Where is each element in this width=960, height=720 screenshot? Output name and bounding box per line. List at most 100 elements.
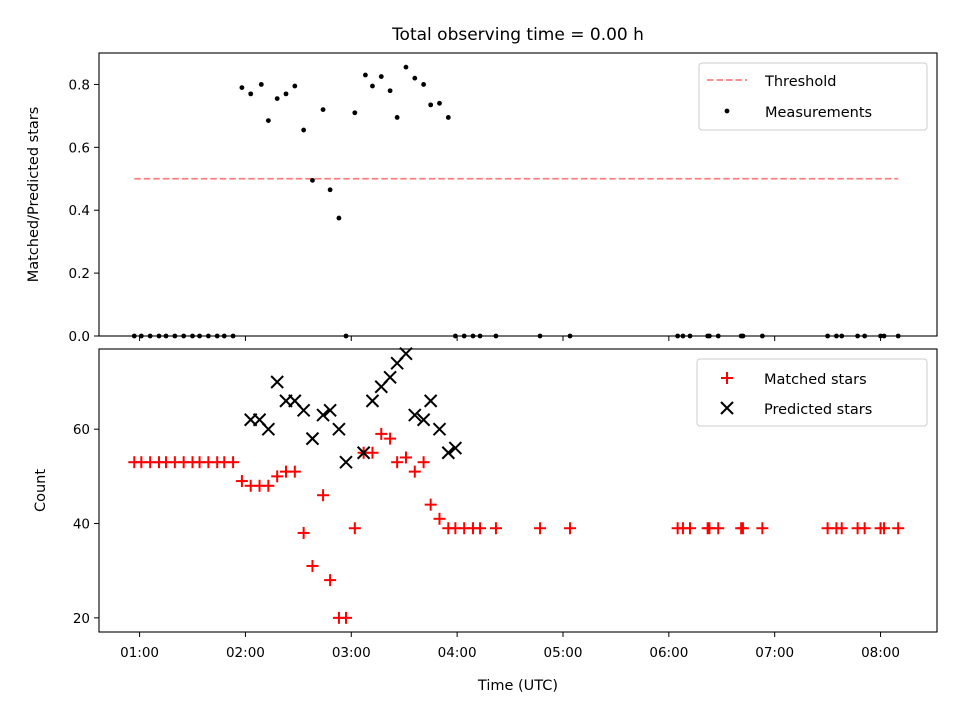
matched-star-point (384, 432, 397, 445)
measurement-point (362, 72, 368, 78)
legend-threshold-label: Threshold (764, 74, 836, 90)
count-panel-frame (98, 348, 938, 633)
predicted-star-point (316, 408, 330, 422)
matched-star-point (684, 522, 697, 535)
count-x-tick-label: 04:00 (438, 645, 477, 661)
matched-star-point (324, 574, 337, 587)
legend-matched-swatch (721, 372, 733, 384)
predicted-star-point (261, 422, 276, 436)
matched-star-point (892, 522, 905, 535)
legend-measurements-label: Measurements (765, 105, 872, 121)
predicted-star-point (365, 394, 380, 408)
ratio-y-tick-label: 0.0 (69, 329, 90, 345)
predicted-star-point (383, 370, 397, 385)
measurement-point (292, 83, 298, 89)
measurement-point (352, 110, 358, 116)
matched-star-point (375, 427, 388, 440)
count-x-tick-label: 01:00 (120, 645, 159, 661)
ratio-legend-box (698, 62, 928, 131)
measurement-point (394, 115, 400, 120)
matched-star-point (339, 611, 352, 624)
matched-star-point (835, 522, 848, 535)
measurement-point (428, 102, 434, 108)
predicted-star-point (432, 422, 447, 436)
matched-star-point (878, 522, 891, 535)
measurement-point (283, 91, 289, 97)
chart-title: Total observing time = 0.00 h (391, 25, 644, 45)
count-x-ticks: 01:00 02:00 03:00 04:00 05:00 06:00 07:00 08:00 (120, 632, 900, 661)
matched-star-point (756, 522, 769, 535)
ratio-y-tick-label: 0.6 (69, 140, 90, 156)
measurement-point (412, 75, 418, 81)
measurement-point (320, 107, 326, 112)
count-x-tick-label: 03:00 (332, 645, 371, 661)
matched-star-point (858, 522, 871, 535)
measurement-point (301, 127, 307, 133)
matched-star-point (399, 451, 412, 464)
matched-star-point (262, 479, 275, 492)
predicted-star-point (423, 394, 438, 408)
matched-star-point (366, 446, 379, 459)
count-x-tick-label: 08:00 (861, 645, 900, 661)
ratio-panel-frame (98, 52, 938, 337)
measurement-point (265, 118, 271, 124)
measurement-point (310, 177, 315, 183)
ratio-y-ticks: 0.0 0.2 0.4 0.6 0.8 (69, 77, 99, 345)
measurement-point (403, 64, 409, 70)
measurement-point (387, 88, 393, 94)
matched-star-point (227, 456, 240, 469)
predicted-star-point (270, 375, 284, 389)
legend-measurements-swatch (724, 108, 730, 114)
measurement-point (370, 83, 375, 89)
legend-predicted-label: Predicted stars (764, 402, 872, 418)
matched-star-point (391, 456, 404, 469)
matched-star-point (408, 465, 421, 478)
predicted-star-point (323, 403, 337, 418)
measurement-point (239, 85, 245, 90)
matched-star-point (317, 489, 330, 502)
measurement-point (327, 187, 333, 193)
measurement-point (421, 82, 427, 87)
x-axis-label: Time (UTC) (477, 678, 558, 694)
legend-matched-label: Matched stars (764, 372, 867, 388)
count-y-tick-label: 20 (73, 611, 90, 627)
predicted-star-point (408, 408, 422, 422)
count-legend: Matched stars Predicted stars (696, 358, 928, 427)
count-legend-box (696, 358, 928, 427)
ratio-x-ticks (139, 336, 882, 341)
matched-star-point (348, 522, 361, 535)
predicted-star-point (305, 431, 320, 446)
predicted-star-point (441, 446, 456, 460)
matched-star-point (235, 475, 248, 488)
matched-star-point (712, 522, 725, 535)
count-y-tick-label: 60 (73, 422, 90, 438)
measurement-point (248, 91, 254, 97)
matched-star-point (297, 526, 310, 539)
matched-star-point (433, 512, 446, 525)
predicted-star-point (296, 403, 311, 418)
matched-star-point (417, 456, 430, 469)
predicted-star-point (399, 347, 413, 361)
count-x-tick-label: 05:00 (544, 645, 583, 661)
count-x-tick-label: 07:00 (755, 645, 794, 661)
measurement-point (336, 215, 342, 221)
predicted-star-point (332, 422, 346, 436)
matched-star-point (564, 522, 577, 535)
ratio-y-axis-label: Matched/Predicted stars (26, 107, 42, 283)
matched-star-point (474, 522, 487, 535)
matched-star-point (736, 522, 749, 535)
count-y-ticks: 20 40 60 (73, 422, 99, 627)
predicted-star-point (416, 413, 431, 427)
matched-star-point (424, 498, 437, 511)
matched-star-point (271, 470, 284, 483)
count-x-tick-label: 02:00 (226, 645, 265, 661)
measurement-point (378, 74, 384, 79)
predicted-star-point (339, 455, 353, 469)
count-panel: 20 40 60 01:00 02:00 03:00 04:00 05:00 06:00 07:… (33, 347, 938, 694)
matched-star-point (534, 522, 547, 535)
ratio-panel: 0.00.20.40.60.8 Matched/Predicted stars … (26, 52, 938, 345)
count-plot-marks (128, 347, 905, 624)
measurement-point (445, 115, 451, 120)
ratio-y-tick-label: 0.2 (69, 266, 90, 282)
